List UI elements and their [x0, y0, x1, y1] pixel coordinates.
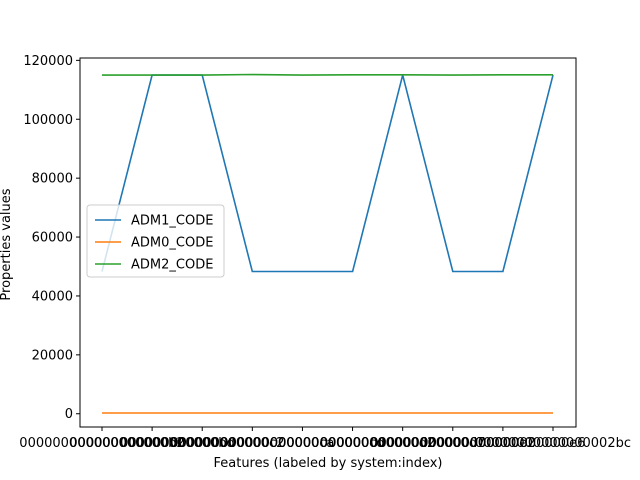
x-tick-label: 000000000000000000cd	[220, 436, 384, 451]
x-axis-label: Features (labeled by system:index)	[213, 456, 442, 471]
y-tick-label: 80000	[32, 172, 73, 187]
x-tick-label: 000000000000000000b2	[19, 436, 184, 451]
x-tick-label: 00000000000000002bc	[475, 436, 631, 451]
x-tick-label: 000000000000000000bd	[69, 436, 234, 451]
y-tick-label: 40000	[32, 289, 73, 304]
series-lines	[101, 73, 554, 414]
x-tick-label: 000000000000000000d7	[320, 436, 485, 451]
legend-entry-label: ADM0_CODE	[131, 236, 213, 251]
y-tick-label: 0	[65, 407, 73, 422]
y-tick-label: 100000	[23, 113, 73, 128]
legend-box	[86, 204, 225, 278]
x-tick-label: 000000000000000000c2	[120, 436, 284, 451]
y-tick-label: 60000	[32, 231, 73, 246]
y-axis-label: Properties values	[0, 188, 14, 300]
x-tick-label: 000000000000000000e6	[420, 436, 585, 451]
legend: ADM1_CODE ADM0_CODE ADM2_CODE	[86, 204, 225, 278]
x-tick-label: 000000000000000000d2	[270, 436, 435, 451]
y-tick-label: 20000	[32, 348, 73, 363]
x-axis-ticks: 000000000000000000b2000000000000000000bd…	[19, 427, 631, 451]
legend-entry-label: ADM2_CODE	[131, 258, 213, 273]
x-tick-label: 000000000000000000e2	[370, 436, 535, 451]
x-tick-label: 000000000000000000ca	[170, 436, 334, 451]
y-axis-ticks: 0 20000 40000 60000 80000 100000 120000	[23, 54, 80, 422]
y-tick-label: 120000	[23, 54, 73, 69]
legend-entry-label: ADM1_CODE	[131, 214, 213, 229]
series-line-adm2-code	[102, 73, 553, 76]
plot-frame	[79, 57, 577, 428]
